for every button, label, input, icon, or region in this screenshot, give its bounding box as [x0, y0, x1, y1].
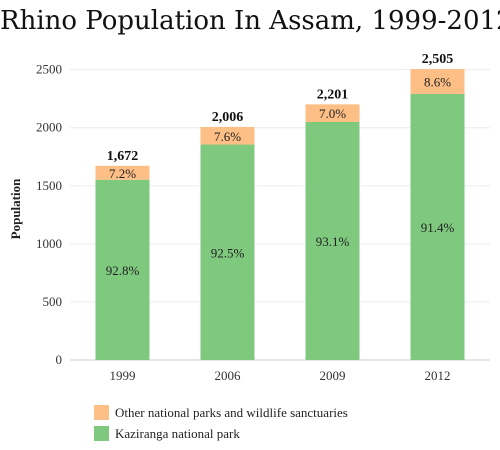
y-tick-label: 0 [56, 352, 63, 367]
y-tick-label: 1000 [36, 236, 62, 251]
legend-swatch-other [94, 405, 109, 420]
y-tick-label: 2500 [36, 62, 62, 77]
total-label-2009: 2,201 [317, 87, 349, 102]
y-axis-label: Population [8, 178, 23, 239]
y-tick-label: 2000 [36, 120, 62, 135]
x-tick-label-2006: 2006 [215, 368, 242, 383]
x-tick-label-1999: 1999 [110, 368, 136, 383]
legend-item-other: Other national parks and wildlife sanctu… [94, 402, 348, 423]
bar-other-2006 [200, 126, 255, 145]
chart-title: Rhino Population In Assam, 1999-2012 [0, 6, 500, 36]
total-label-2006: 2,006 [212, 110, 244, 125]
legend-label-kaziranga: Kaziranga national park [115, 425, 240, 441]
bar-kaziranga-1999 [95, 179, 150, 360]
segment-label-other-2012: 8.6% [424, 75, 451, 90]
bar-kaziranga-2006 [200, 144, 255, 360]
legend-label-other: Other national parks and wildlife sanctu… [115, 404, 348, 420]
segment-label-kaziranga-2006: 92.5% [211, 245, 245, 260]
segment-label-kaziranga-1999: 92.8% [106, 263, 140, 278]
bar-other-2009 [305, 104, 360, 123]
chart-legend: Other national parks and wildlife sanctu… [94, 402, 348, 444]
segment-label-kaziranga-2012: 91.4% [421, 220, 455, 235]
legend-swatch-kaziranga [94, 426, 109, 441]
legend-item-kaziranga: Kaziranga national park [94, 423, 348, 444]
bar-kaziranga-2009 [305, 122, 360, 361]
bar-kaziranga-2012 [410, 94, 465, 360]
y-tick-label: 500 [43, 294, 63, 309]
bar-other-1999 [95, 165, 150, 180]
segment-label-other-2006: 7.6% [214, 129, 241, 144]
y-tick-label: 1500 [36, 178, 62, 193]
segment-label-other-2009: 7.0% [319, 106, 346, 121]
segment-label-kaziranga-2009: 93.1% [316, 234, 350, 249]
x-tick-label-2009: 2009 [320, 368, 346, 383]
x-tick-label-2012: 2012 [425, 368, 451, 383]
total-label-1999: 1,672 [107, 149, 139, 164]
segment-label-other-1999: 7.2% [109, 166, 136, 181]
bar-other-2012 [410, 69, 465, 95]
total-label-2012: 2,505 [422, 52, 454, 67]
